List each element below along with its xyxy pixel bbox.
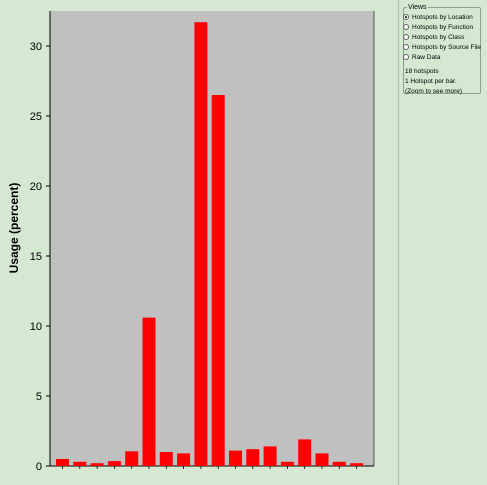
y-tick-label: 10 bbox=[30, 321, 42, 333]
radio-button[interactable] bbox=[403, 44, 409, 50]
view-option-label: Hotspots by Location bbox=[412, 13, 473, 21]
bar bbox=[125, 451, 139, 466]
bar bbox=[73, 461, 87, 466]
bar bbox=[211, 95, 225, 466]
y-tick-label: 5 bbox=[36, 391, 42, 403]
view-option-label: Hotspots by Class bbox=[412, 33, 465, 41]
views-group-title: Views bbox=[408, 4, 427, 11]
usage-chart[interactable]: 0 5 10 15 20 25 30 Usage (percent) bbox=[0, 0, 398, 485]
bar bbox=[315, 453, 329, 466]
bar bbox=[229, 450, 242, 466]
radio-button[interactable] bbox=[403, 24, 409, 30]
bar bbox=[142, 317, 156, 466]
view-option-hotspots-by-class[interactable]: Hotspots by Class bbox=[403, 32, 464, 42]
view-option-label: Hotspots by Function bbox=[412, 23, 474, 31]
bar bbox=[194, 22, 208, 466]
views-panel: Views Hotspots by Location Hotspots by F… bbox=[398, 0, 487, 485]
view-option-hotspots-by-source-file[interactable]: Hotspots by Source File bbox=[403, 42, 481, 52]
radio-button[interactable] bbox=[403, 54, 409, 60]
bar bbox=[280, 461, 294, 466]
radio-button[interactable] bbox=[403, 14, 409, 20]
y-tick-label: 0 bbox=[36, 461, 42, 473]
bar bbox=[107, 461, 121, 466]
bar bbox=[350, 463, 364, 466]
view-option-hotspots-by-function[interactable]: Hotspots by Function bbox=[403, 22, 473, 32]
zoom-hint: (Zoom to see more) bbox=[405, 88, 463, 95]
radio-button[interactable] bbox=[403, 34, 409, 40]
hotspot-count: 18 hotspots bbox=[405, 68, 439, 75]
y-axis-title: Usage (percent) bbox=[7, 183, 21, 274]
bar bbox=[332, 461, 346, 466]
view-option-label: Raw Data bbox=[412, 53, 441, 61]
bar bbox=[246, 449, 260, 466]
usage-bar-chart: 0 5 10 15 20 25 30 Usage (percent) bbox=[7, 11, 375, 473]
y-tick-label: 15 bbox=[30, 251, 42, 263]
view-option-raw-data[interactable]: Raw Data bbox=[403, 52, 441, 62]
y-tick-label: 30 bbox=[30, 41, 42, 53]
hotspot-per-bar-note: 1 Hotspot per bar. bbox=[405, 78, 457, 85]
bar bbox=[298, 439, 312, 466]
view-option-hotspots-by-location[interactable]: Hotspots by Location bbox=[403, 12, 473, 22]
view-option-label: Hotspots by Source File bbox=[412, 43, 482, 51]
bar bbox=[159, 452, 173, 466]
y-tick-label: 25 bbox=[30, 111, 42, 123]
bar bbox=[90, 463, 104, 466]
bar bbox=[263, 446, 277, 466]
y-tick-label: 20 bbox=[30, 181, 42, 193]
bar bbox=[56, 459, 69, 466]
bar bbox=[177, 453, 191, 466]
